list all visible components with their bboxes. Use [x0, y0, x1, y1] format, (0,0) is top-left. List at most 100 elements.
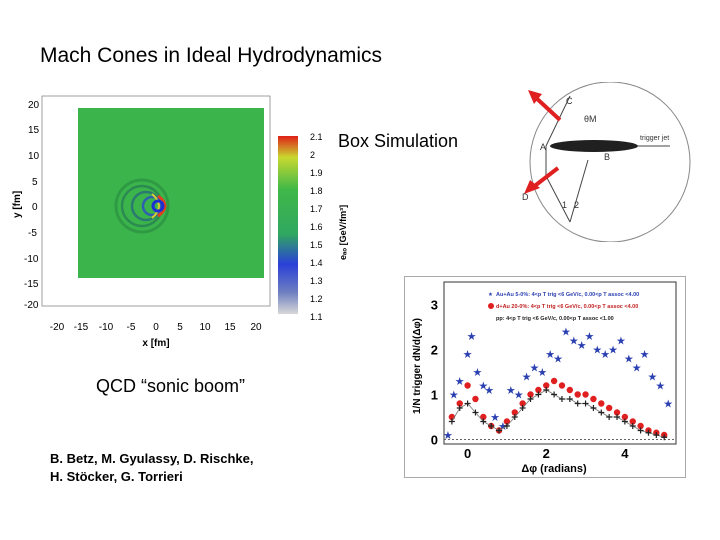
point-dau	[558, 382, 566, 389]
x-tick: -20	[50, 322, 65, 333]
point-dau	[464, 382, 471, 389]
x-tick-label: 2	[543, 446, 550, 461]
colorbar-tick: 1.5	[310, 240, 323, 250]
colorbar-tick: 1.9	[310, 168, 323, 178]
x-tick-labels: -20 -15 -10 -5 0 5 10 15 20	[50, 322, 262, 333]
colorbar-tick: 1.3	[310, 276, 323, 286]
point-auau: ★	[616, 336, 626, 348]
point-auau: ★	[478, 381, 488, 393]
point-pp	[558, 396, 565, 402]
colorbar-tick: 1.6	[310, 222, 323, 232]
label-one: 1	[562, 200, 567, 210]
authors-line-1: B. Betz, M. Gyulassy, D. Rischke,	[50, 451, 254, 466]
point-dau	[535, 386, 542, 394]
point-auau: ★	[490, 412, 500, 424]
x-tick: -15	[74, 322, 89, 333]
point-auau: ★	[663, 399, 673, 411]
mach-cone-diagram: C θM trigger jet A B D 1 2	[522, 82, 691, 242]
colorbar	[278, 136, 298, 314]
colorbar-tick: 1.2	[310, 294, 323, 304]
label-b: B	[604, 152, 610, 162]
point-dau	[582, 391, 589, 398]
point-pp	[503, 423, 510, 429]
point-dau	[598, 400, 605, 407]
point-auau: ★	[553, 354, 563, 366]
point-auau: ★	[655, 381, 665, 393]
y-tick-label: 1	[431, 388, 438, 403]
legend-circle-icon	[488, 303, 494, 309]
point-auau: ★	[498, 421, 508, 433]
label-a: A	[540, 142, 546, 152]
point-dau	[550, 377, 558, 385]
x-tick: -10	[99, 322, 114, 333]
y-tick: -5	[28, 228, 37, 239]
point-auau: ★	[443, 430, 453, 442]
point-dau	[637, 422, 644, 430]
cone-lines	[545, 95, 589, 223]
point-pp	[598, 409, 605, 416]
point-auau: ★	[467, 331, 477, 343]
colorbar-tick: 1.8	[310, 186, 323, 196]
point-dau	[621, 413, 629, 421]
point-dau	[519, 400, 526, 407]
point-pp	[637, 427, 644, 434]
x-tick: 15	[224, 322, 236, 333]
point-pp	[645, 429, 652, 436]
chart-x-axis-label: Δφ (radians)	[521, 463, 587, 475]
point-dau	[590, 395, 597, 403]
y-tick-label: 3	[431, 298, 438, 313]
authors-line-2: H. Stöcker, G. Torrieri	[50, 469, 183, 484]
point-pp	[661, 434, 668, 441]
y-axis-label: y [fm]	[12, 191, 23, 218]
point-auau: ★	[449, 390, 459, 402]
x-tick-label: 0	[464, 446, 471, 461]
point-pp	[511, 414, 518, 420]
colorbar-label: eₐₒ [GeV/fm³]	[338, 205, 348, 260]
point-dau	[566, 386, 574, 394]
authors: B. Betz, M. Gyulassy, D. Rischke, H. Stö…	[50, 450, 254, 486]
colorbar-tick: 1.7	[310, 204, 323, 214]
colorbar-ticks: 2.1 2 1.9 1.8 1.7 1.6 1.5 1.4 1.3 1.2 1.…	[310, 132, 323, 322]
point-auau: ★	[577, 340, 587, 352]
point-dau	[613, 409, 621, 416]
x-tick: 0	[153, 322, 159, 333]
point-auau: ★	[484, 385, 494, 397]
point-auau: ★	[608, 345, 618, 357]
point-pp	[653, 432, 660, 438]
chart-legend: ★ Au+Au 5-0%: 4<p T trig <6 GeV/c, 0.00<…	[488, 292, 639, 322]
legend-entry-pp: pp: 4<p T trig <6 GeV/c, 0.00<p T assoc …	[496, 316, 614, 322]
point-pp	[519, 405, 526, 411]
y-tick: 0	[32, 202, 38, 213]
sonic-boom-caption: QCD “sonic boom”	[96, 376, 246, 396]
label-two: 2	[574, 200, 579, 210]
legend-entry-dau: d+Au 20-0%: 4<p T trig <6 GeV/c, 0.00<p …	[496, 304, 638, 310]
chart-y-axis-label: 1/N trigger dN/d(Δφ)	[412, 318, 423, 414]
point-auau: ★	[472, 367, 482, 379]
legend-star-icon: ★	[488, 292, 493, 298]
x-tick-label: 4	[621, 446, 629, 461]
point-pp	[590, 405, 597, 411]
x-tick: 20	[250, 322, 262, 333]
chart-x-ticks: 0 2 4	[464, 446, 629, 461]
point-pp	[448, 418, 455, 425]
point-auau: ★	[463, 349, 473, 361]
point-auau: ★	[537, 367, 547, 379]
y-tick: 20	[28, 100, 40, 111]
point-dau	[527, 391, 534, 398]
point-auau: ★	[585, 331, 595, 343]
box-simulation-label: Box Simulation	[338, 131, 459, 151]
y-tick: -20	[24, 300, 39, 311]
point-dau	[456, 400, 463, 407]
point-auau: ★	[640, 349, 650, 361]
point-auau: ★	[647, 372, 657, 384]
label-c: C	[566, 96, 573, 106]
point-pp	[543, 387, 550, 393]
y-tick-labels: 20 15 10 5 0 -5 -10 -15 -20	[24, 100, 40, 311]
point-pp	[566, 396, 573, 402]
diagram-arrows	[524, 90, 562, 194]
point-dau	[472, 395, 479, 403]
point-dau	[543, 382, 550, 389]
point-auau: ★	[455, 376, 465, 388]
point-pp	[527, 396, 534, 402]
point-dau	[503, 418, 511, 425]
